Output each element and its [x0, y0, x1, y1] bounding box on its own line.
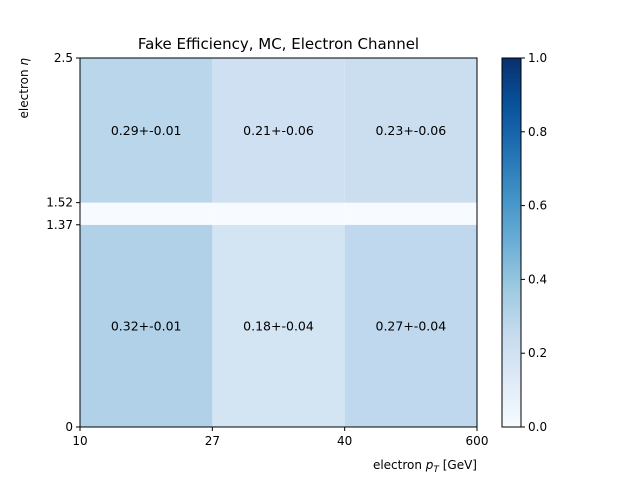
cell-value-label: 0.23+-0.06 [376, 123, 447, 138]
plot-frame [79, 57, 478, 428]
x-axis-label-suffix: [GeV] [439, 458, 477, 472]
colorbar-tick-label: 0.6 [528, 199, 547, 213]
cell-value-label: 0.32+-0.01 [111, 318, 182, 333]
x-axis-ticks: 10 27 40 600 [72, 427, 488, 448]
colorbar-tick-label: 0.2 [528, 346, 547, 360]
y-axis-label-prefix: electron [17, 66, 31, 119]
x-tick-label: 10 [72, 434, 87, 448]
heatmap-cell [80, 58, 213, 203]
heatmap-cell [344, 224, 477, 427]
cell-value-label: 0.29+-0.01 [111, 123, 182, 138]
heatmap-cell [80, 224, 213, 427]
cell-value-label: 0.21+-0.06 [243, 123, 314, 138]
colorbar-tick-label: 0.8 [528, 125, 547, 139]
y-axis-ticks: 0 1.37 1.52 2.5 [46, 51, 80, 434]
x-tick-label: 40 [337, 434, 352, 448]
colorbar-tick-label: 0.4 [528, 272, 547, 286]
heatmap-cell [212, 202, 345, 225]
x-tick-label: 600 [466, 434, 489, 448]
colorbar-tick-label: 1.0 [528, 51, 547, 65]
x-axis-label: electron pT [GeV] [373, 458, 477, 475]
y-tick-label: 0 [65, 420, 73, 434]
colorbar [501, 57, 522, 428]
colorbar-ticks: 0.0 0.2 0.4 0.6 0.8 1.0 [521, 51, 547, 434]
chart-title: Fake Efficiency, MC, Electron Channel [138, 35, 419, 53]
y-axis-label: electron η [17, 58, 31, 119]
x-tick-label: 27 [205, 434, 220, 448]
y-tick-label: 1.52 [46, 196, 73, 210]
cell-value-label: 0.18+-0.04 [243, 318, 314, 333]
heatmap-cell [344, 58, 477, 203]
heatmap-cell [80, 202, 213, 225]
y-axis-label-var: η [17, 58, 31, 66]
colorbar-tick-label: 0.0 [528, 420, 547, 434]
y-tick-label: 1.37 [46, 218, 73, 232]
heatmap-cell [212, 224, 345, 427]
y-tick-label: 2.5 [54, 51, 73, 65]
x-axis-label-var: p [425, 458, 434, 472]
heatmap-cell-labels: 0.32+-0.01 0.18+-0.04 0.27+-0.04 0.29+-0.01… [111, 123, 446, 334]
heatmap-cells [80, 58, 477, 427]
cell-value-label: 0.27+-0.04 [376, 318, 447, 333]
x-axis-label-sub: T [433, 465, 440, 475]
heatmap-cell [212, 58, 345, 203]
heatmap-cell [344, 202, 477, 225]
x-axis-label-prefix: electron [373, 458, 426, 472]
